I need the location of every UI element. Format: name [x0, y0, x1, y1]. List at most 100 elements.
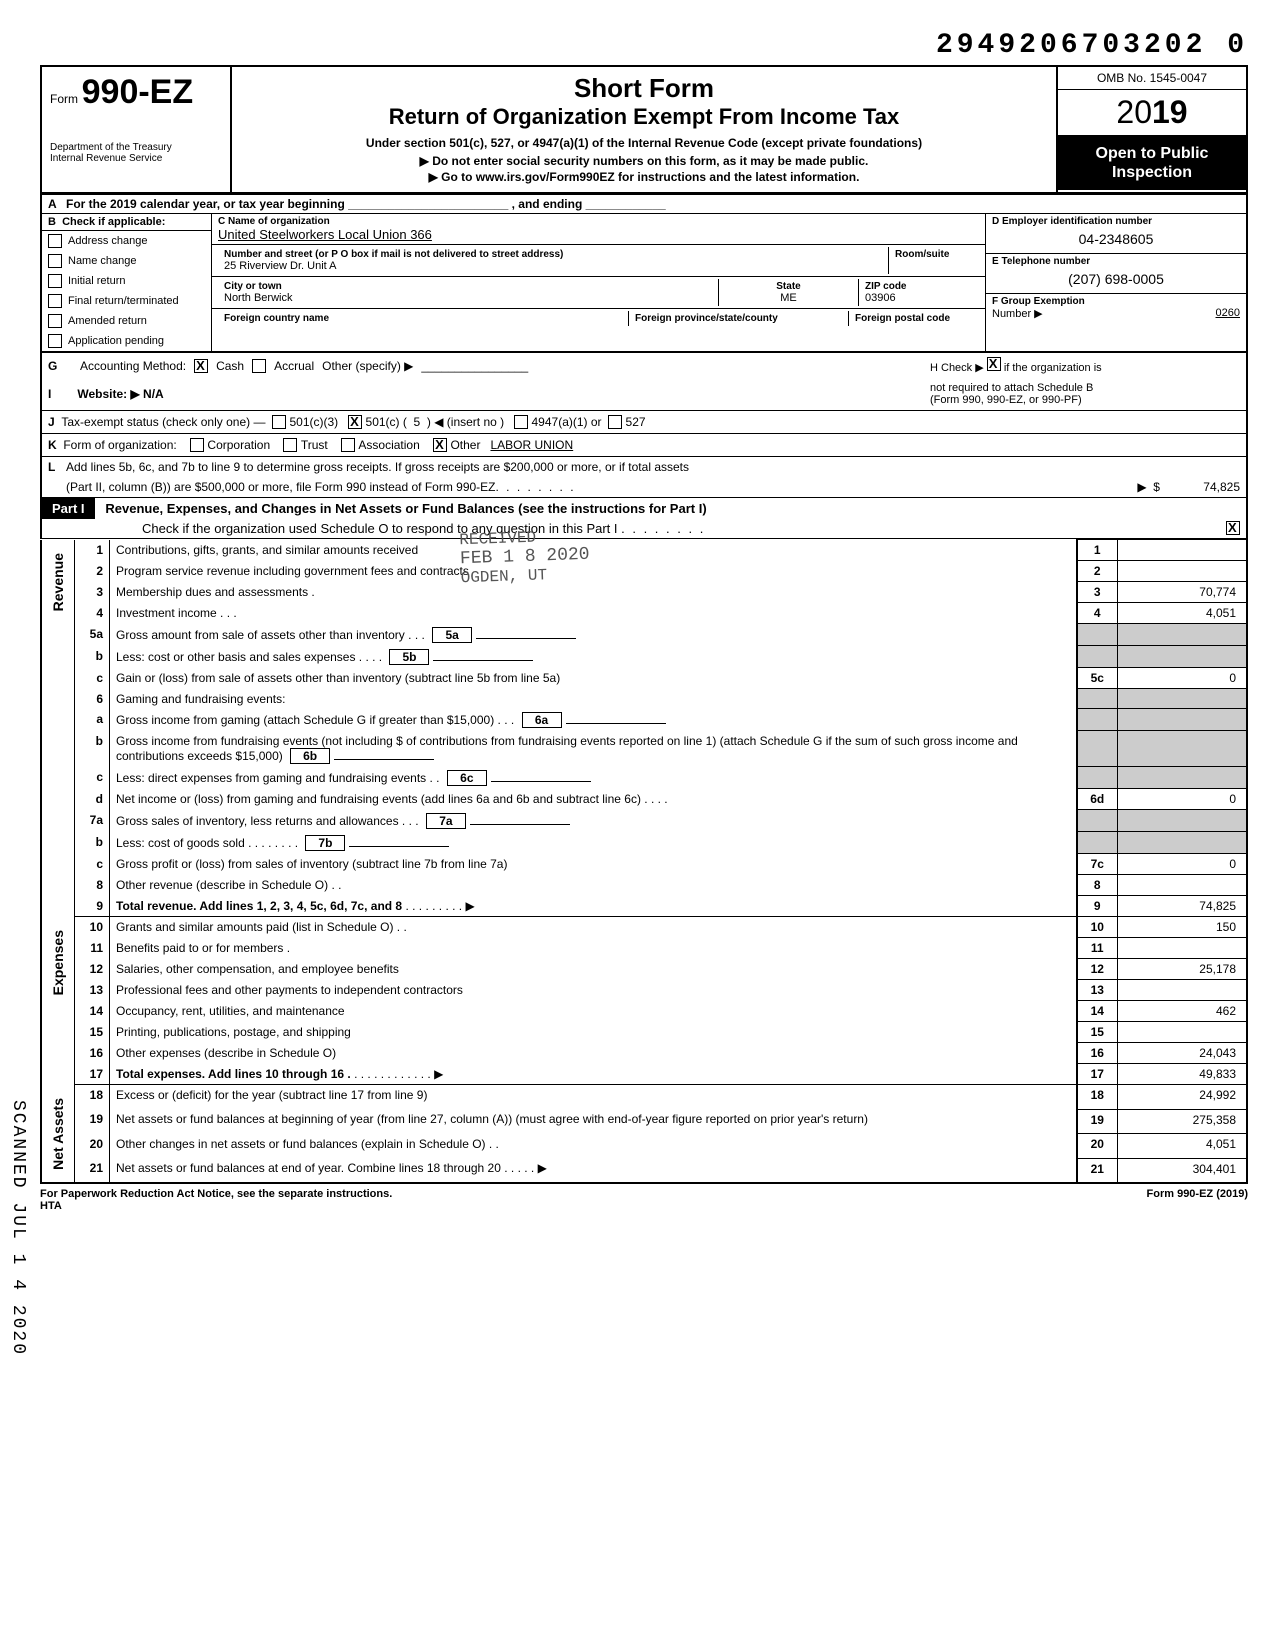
- street-value: 25 Riverview Dr. Unit A: [224, 260, 882, 272]
- chk-assoc[interactable]: [341, 438, 355, 452]
- chk-amended[interactable]: [48, 314, 62, 328]
- under-section: Under section 501(c), 527, or 4947(a)(1)…: [242, 136, 1046, 150]
- 501c-num: 5: [414, 415, 421, 429]
- line8-val: [1117, 875, 1247, 896]
- row-a-text: For the 2019 calendar year, or tax year …: [66, 197, 666, 211]
- other-org-value: LABOR UNION: [490, 438, 573, 452]
- line14-val: 462: [1117, 1001, 1247, 1022]
- line15-val: [1117, 1022, 1247, 1043]
- form-version: Form 990-EZ (2019): [1147, 1188, 1248, 1212]
- lbl-final-return: Final return/terminated: [68, 295, 179, 307]
- form-number: 990-EZ: [82, 73, 194, 111]
- side-netassets: Net Assets: [48, 1088, 68, 1180]
- line5c-val: 0: [1117, 668, 1247, 689]
- footer: For Paperwork Reduction Act Notice, see …: [40, 1184, 1248, 1216]
- line7a-box: 7a: [426, 813, 466, 829]
- chk-501c3[interactable]: [272, 415, 286, 429]
- chk-cash[interactable]: [194, 359, 208, 373]
- chk-schedule-o[interactable]: [1226, 521, 1240, 535]
- col-c: C Name of organization United Steelworke…: [212, 214, 986, 351]
- line21-val: 304,401: [1117, 1158, 1247, 1183]
- lbl-trust: Trust: [301, 438, 328, 452]
- lbl-501c3: 501(c)(3): [289, 415, 338, 429]
- line7b-text: Less: cost of goods sold . . . . .: [116, 836, 278, 850]
- chk-app-pending[interactable]: [48, 334, 62, 348]
- row-l-text2: (Part II, column (B)) are $500,000 or mo…: [66, 480, 496, 494]
- label-a: A: [48, 197, 66, 211]
- dept-treasury: Department of the Treasury Internal Reve…: [50, 142, 222, 164]
- chk-accrual[interactable]: [252, 359, 266, 373]
- line16-val: 24,043: [1117, 1043, 1247, 1064]
- chk-address-change[interactable]: [48, 234, 62, 248]
- line13-val: [1117, 980, 1247, 1001]
- line12-val: 25,178: [1117, 959, 1247, 980]
- line11-val: [1117, 938, 1247, 959]
- chk-initial-return[interactable]: [48, 274, 62, 288]
- header-left: Form 990-EZ Department of the Treasury I…: [42, 67, 232, 192]
- row-h: H Check ▶ if the organization is: [930, 357, 1240, 374]
- line7c-text: Gross profit or (loss) from sales of inv…: [110, 854, 1078, 875]
- website: Website: ▶ N/A: [77, 387, 163, 401]
- chk-name-change[interactable]: [48, 254, 62, 268]
- lbl-accrual: Accrual: [274, 359, 314, 373]
- part1-check-line: Check if the organization used Schedule …: [142, 521, 618, 536]
- return-title: Return of Organization Exempt From Incom…: [242, 104, 1046, 130]
- year-prefix: 20: [1116, 94, 1152, 130]
- line7a-text: Gross sales of inventory, less returns a…: [116, 814, 399, 828]
- lbl-501c: 501(c) (: [366, 415, 407, 429]
- line6a-text: Gross income from gaming (attach Schedul…: [116, 713, 494, 727]
- room-label: Room/suite: [895, 249, 973, 260]
- line19-text: Net assets or fund balances at beginning…: [110, 1109, 1078, 1134]
- line5b-text: Less: cost or other basis and sales expe…: [116, 650, 355, 664]
- lbl-assoc: Association: [358, 438, 419, 452]
- lbl-other-org: Other: [450, 438, 480, 452]
- document-id: 2949206703202 0: [40, 30, 1248, 61]
- lbl-4947: 4947(a)(1) or: [532, 415, 602, 429]
- line5b-box: 5b: [389, 649, 429, 665]
- chk-corp[interactable]: [190, 438, 204, 452]
- street-label: Number and street (or P O box if mail is…: [224, 249, 882, 260]
- paperwork-notice: For Paperwork Reduction Act Notice, see …: [40, 1188, 392, 1200]
- lbl-corp: Corporation: [207, 438, 270, 452]
- line10-val: 150: [1117, 917, 1247, 938]
- line17-val: 49,833: [1117, 1064, 1247, 1085]
- line18-text: Excess or (deficit) for the year (subtra…: [110, 1085, 1078, 1110]
- lbl-initial-return: Initial return: [68, 275, 125, 287]
- foreign-prov-label: Foreign province/state/county: [635, 313, 842, 324]
- section-ghjk: G Accounting Method: Cash Accrual Other …: [40, 353, 1248, 457]
- chk-4947[interactable]: [514, 415, 528, 429]
- lbl-address-change: Address change: [68, 235, 148, 247]
- lbl-app-pending: Application pending: [68, 335, 164, 347]
- line7c-val: 0: [1117, 854, 1247, 875]
- chk-trust[interactable]: [283, 438, 297, 452]
- part1-header: Part I Revenue, Expenses, and Changes in…: [40, 498, 1248, 539]
- scanned-stamp: SCANNED JUL 1 4 2020: [8, 1100, 28, 1356]
- chk-final-return[interactable]: [48, 294, 62, 308]
- lbl-amended: Amended return: [68, 315, 147, 327]
- line3-text: Membership dues and assessments .: [110, 582, 1078, 603]
- goto-irs: ▶ Go to www.irs.gov/Form990EZ for instru…: [242, 170, 1046, 184]
- side-expenses: Expenses: [48, 920, 68, 1005]
- foreign-country-label: Foreign country name: [224, 313, 622, 324]
- line5c-text: Gain or (loss) from sale of assets other…: [110, 668, 1078, 689]
- line14-text: Occupancy, rent, utilities, and maintena…: [110, 1001, 1078, 1022]
- chk-other-org[interactable]: [433, 438, 447, 452]
- year-bold: 19: [1152, 94, 1188, 130]
- line4-val: 4,051: [1117, 603, 1247, 624]
- side-revenue: Revenue: [48, 543, 68, 621]
- open-to-public: Open to Public Inspection: [1058, 136, 1246, 190]
- omb-number: OMB No. 1545-0047: [1058, 67, 1246, 90]
- city-value: North Berwick: [224, 292, 712, 304]
- line6b-box: 6b: [290, 748, 330, 764]
- lbl-cash: Cash: [216, 359, 244, 373]
- chk-h[interactable]: [987, 357, 1001, 371]
- line12-text: Salaries, other compensation, and employ…: [110, 959, 1078, 980]
- line21-text: Net assets or fund balances at end of ye…: [116, 1161, 501, 1175]
- chk-501c[interactable]: [348, 415, 362, 429]
- chk-527[interactable]: [608, 415, 622, 429]
- tax-year: 2019: [1058, 90, 1246, 136]
- line9-val: 74,825: [1117, 896, 1247, 917]
- line16-text: Other expenses (describe in Schedule O): [110, 1043, 1078, 1064]
- part1-title: Revenue, Expenses, and Changes in Net As…: [105, 501, 706, 516]
- part1-label: Part I: [42, 498, 95, 519]
